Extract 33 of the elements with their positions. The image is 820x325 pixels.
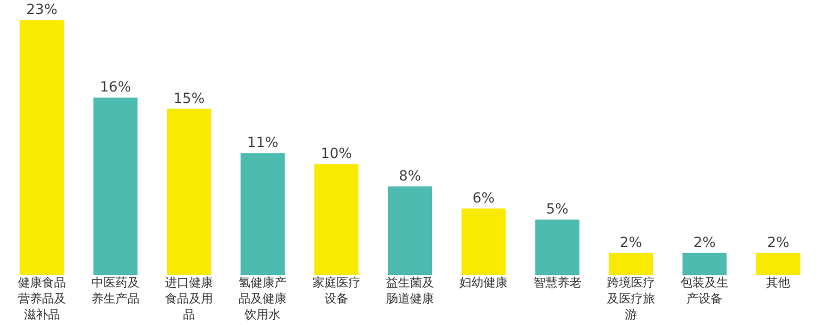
data-label: 15%: [174, 90, 205, 107]
bar: [388, 186, 432, 275]
x-tick-label: 跨境医疗及医疗旅游: [606, 276, 655, 322]
bar: [756, 252, 800, 275]
data-label: 2%: [620, 234, 642, 251]
x-tick-label: 益生菌及肠道健康: [386, 276, 434, 306]
x-tick-label: 氢健康产品及健康饮用水: [238, 276, 287, 322]
bar: [682, 252, 727, 275]
bar: [20, 20, 64, 275]
data-label: 2%: [693, 234, 716, 251]
data-label: 11%: [247, 135, 278, 152]
x-tick-label: 家庭医疗设备: [312, 276, 360, 306]
data-label: 10%: [320, 146, 352, 162]
bar: [535, 220, 580, 275]
x-tick-label: 其他: [766, 276, 790, 290]
x-tick-label: 智慧养老: [533, 276, 582, 290]
bar: [167, 108, 212, 275]
bar: [462, 208, 506, 275]
data-label: 5%: [546, 202, 568, 218]
data-label: 8%: [398, 168, 422, 184]
x-tick-label: 中医药及养生产品: [91, 276, 140, 306]
x-tick-label: 妇幼健康: [460, 276, 508, 290]
x-tick-label: 健康食品营养品及滋补品: [18, 276, 66, 322]
bar: [608, 252, 653, 275]
bar: [240, 153, 285, 275]
data-label: 16%: [100, 80, 132, 96]
bar: [314, 164, 358, 275]
data-label: 23%: [26, 2, 58, 18]
x-tick-label: 包装及生产设备: [680, 276, 729, 306]
data-label: 2%: [767, 234, 790, 251]
x-tick-label: 进口健康食品及用品: [165, 276, 214, 322]
data-label: 6%: [472, 190, 495, 206]
bar: [93, 98, 138, 275]
